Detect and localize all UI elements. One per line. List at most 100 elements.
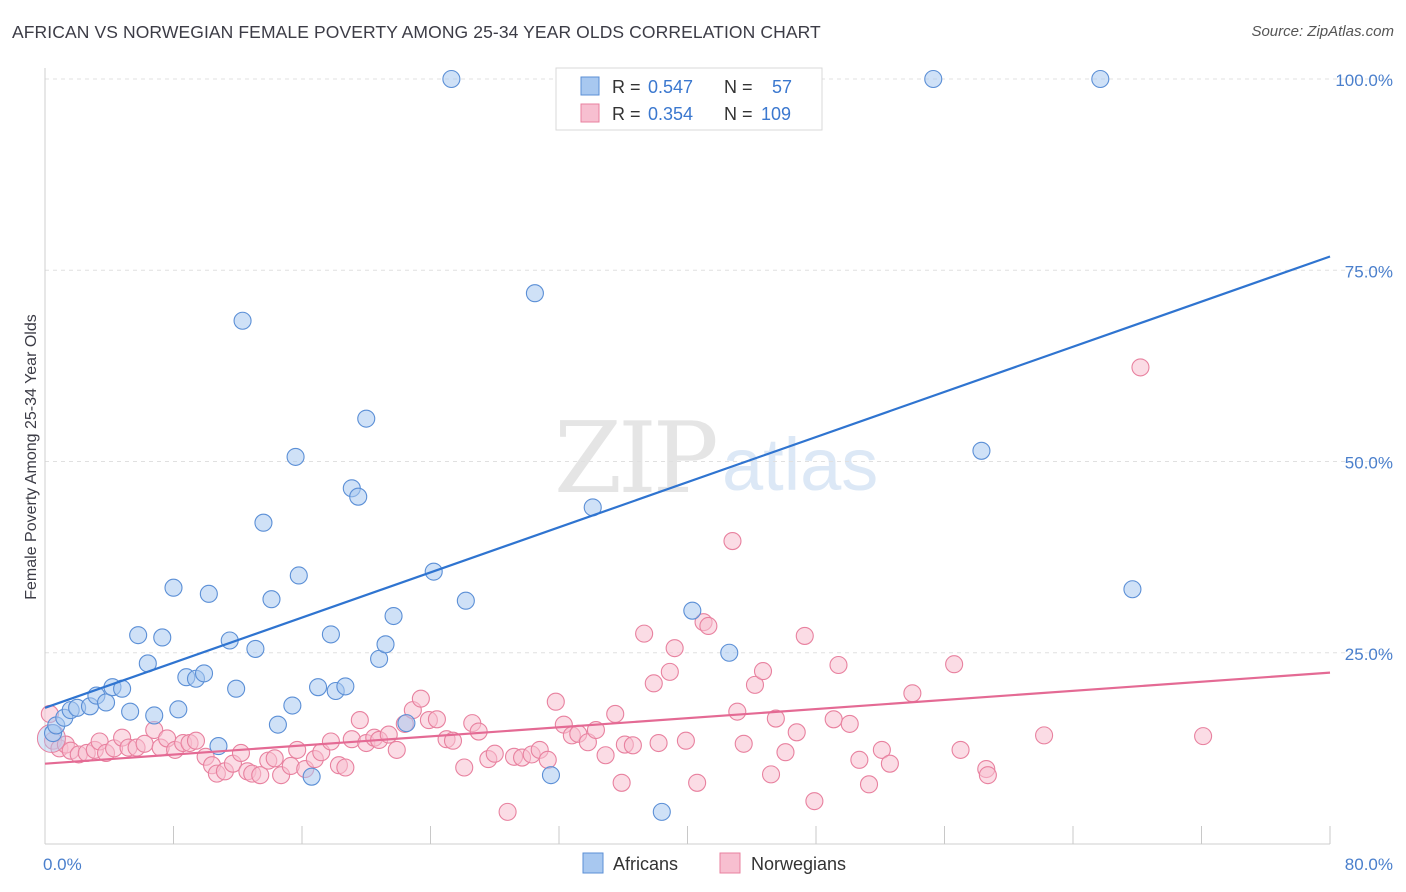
norwegians-point <box>665 639 684 658</box>
norwegians-point <box>387 740 406 759</box>
africans-point <box>349 487 368 506</box>
series-legend-label-norwegians: Norwegians <box>751 854 846 874</box>
norwegians-point <box>321 732 340 751</box>
norwegians-point <box>728 702 747 721</box>
norwegians-point <box>596 746 615 765</box>
africans-point <box>153 628 172 647</box>
norwegians-point <box>829 655 848 675</box>
africans-trend-line <box>44 255 1331 709</box>
africans-point <box>442 69 461 89</box>
y-tick-label: 75.0% <box>1345 262 1393 281</box>
norwegians-point <box>649 733 668 753</box>
norwegians-point <box>350 711 369 730</box>
africans-point <box>268 715 287 734</box>
norwegians-point <box>761 765 781 784</box>
series-legend-swatch-africans <box>582 852 604 874</box>
norwegians-point <box>824 710 843 729</box>
norwegians-point <box>635 624 654 643</box>
legend-box <box>555 67 823 131</box>
africans-point <box>302 767 321 786</box>
legend-n-value-norwegians: 109 <box>761 104 791 124</box>
africans-point <box>456 591 475 610</box>
africans-point <box>96 693 116 712</box>
africans-point <box>194 664 214 683</box>
norwegians-point <box>288 740 307 759</box>
series-legend-label-africans: Africans <box>613 854 678 874</box>
africans-point <box>233 311 252 330</box>
africans-point <box>309 678 328 697</box>
legend-r-value-norwegians: 0.354 <box>648 104 693 124</box>
norwegians-point <box>795 626 814 645</box>
watermark: ZIP atlas <box>554 402 878 516</box>
watermark-zip: ZIP <box>554 402 716 516</box>
source-label: Source: ZipAtlas.com <box>1251 23 1394 40</box>
norwegians-point <box>903 684 922 703</box>
africans-point <box>254 513 273 532</box>
norwegians-point <box>699 616 718 636</box>
series-legend-swatch-norwegians <box>719 852 741 874</box>
x-tick-label-max: 80.0% <box>1345 855 1393 874</box>
africans-point <box>652 802 671 821</box>
norwegians-point <box>978 766 997 785</box>
norwegians-point <box>485 744 504 763</box>
africans-point <box>683 601 702 620</box>
legend-r-label-africans: R = <box>612 77 641 97</box>
norwegians-point <box>251 766 270 785</box>
africans-point <box>289 566 308 585</box>
norwegians-point <box>850 750 869 769</box>
africans-point <box>1123 580 1142 599</box>
norwegians-point <box>231 743 251 763</box>
norwegians-point <box>427 710 446 729</box>
africans-point <box>397 714 416 733</box>
norwegians-point <box>688 773 707 792</box>
legend-n-label-africans: N = <box>724 77 753 97</box>
africans-point <box>541 766 561 785</box>
correlation-legend: R = 0.547 N = 57 R = 0.354 N = 109 <box>555 67 823 131</box>
africans-point <box>336 677 355 696</box>
legend-swatch-norwegians <box>580 103 600 123</box>
legend-n-value-africans: 57 <box>772 77 792 97</box>
norwegians-point <box>546 692 565 711</box>
norwegians-point <box>498 802 517 821</box>
norwegians-point <box>411 689 430 708</box>
norwegians-point <box>336 758 355 777</box>
series-legend: Africans Norwegians <box>582 852 846 874</box>
y-tick-label: 25.0% <box>1345 645 1393 664</box>
africans-point <box>145 706 164 725</box>
africans-point <box>262 590 281 609</box>
africans-point <box>1091 69 1110 89</box>
x-tick-label-min: 0.0% <box>43 855 82 874</box>
africans-point <box>129 626 148 645</box>
norwegians-point <box>660 662 679 681</box>
africans-point <box>384 606 403 626</box>
africans-point <box>121 702 140 721</box>
norwegians-point <box>840 714 859 733</box>
norwegians-point <box>951 740 970 759</box>
norwegians-point <box>805 792 824 811</box>
africans-point <box>199 584 218 603</box>
norwegians-point <box>1194 727 1213 746</box>
norwegians-point <box>945 655 964 674</box>
legend-swatch-africans <box>580 76 600 96</box>
norwegians-point <box>623 736 642 755</box>
norwegians-point <box>776 743 795 762</box>
norwegians-point <box>186 731 206 750</box>
norwegians-trend-line <box>44 671 1331 765</box>
norwegians-point <box>734 734 753 753</box>
norwegians-point <box>880 754 899 773</box>
africans-point <box>169 700 188 719</box>
trend-lines <box>44 255 1331 765</box>
africans-point <box>972 441 991 460</box>
legend-r-label-norwegians: R = <box>612 104 641 124</box>
watermark-atlas: atlas <box>722 423 878 506</box>
norwegians-point <box>1131 358 1150 377</box>
norwegians-point <box>455 758 474 777</box>
africans-point <box>286 447 305 466</box>
y-axis-label: Female Poverty Among 25-34 Year Olds <box>23 314 40 600</box>
legend-r-value-africans: 0.547 <box>648 77 693 97</box>
africans-point <box>357 409 376 428</box>
norwegians-point <box>1035 726 1054 745</box>
norwegians-point <box>723 532 742 551</box>
norwegians-point <box>766 709 785 728</box>
